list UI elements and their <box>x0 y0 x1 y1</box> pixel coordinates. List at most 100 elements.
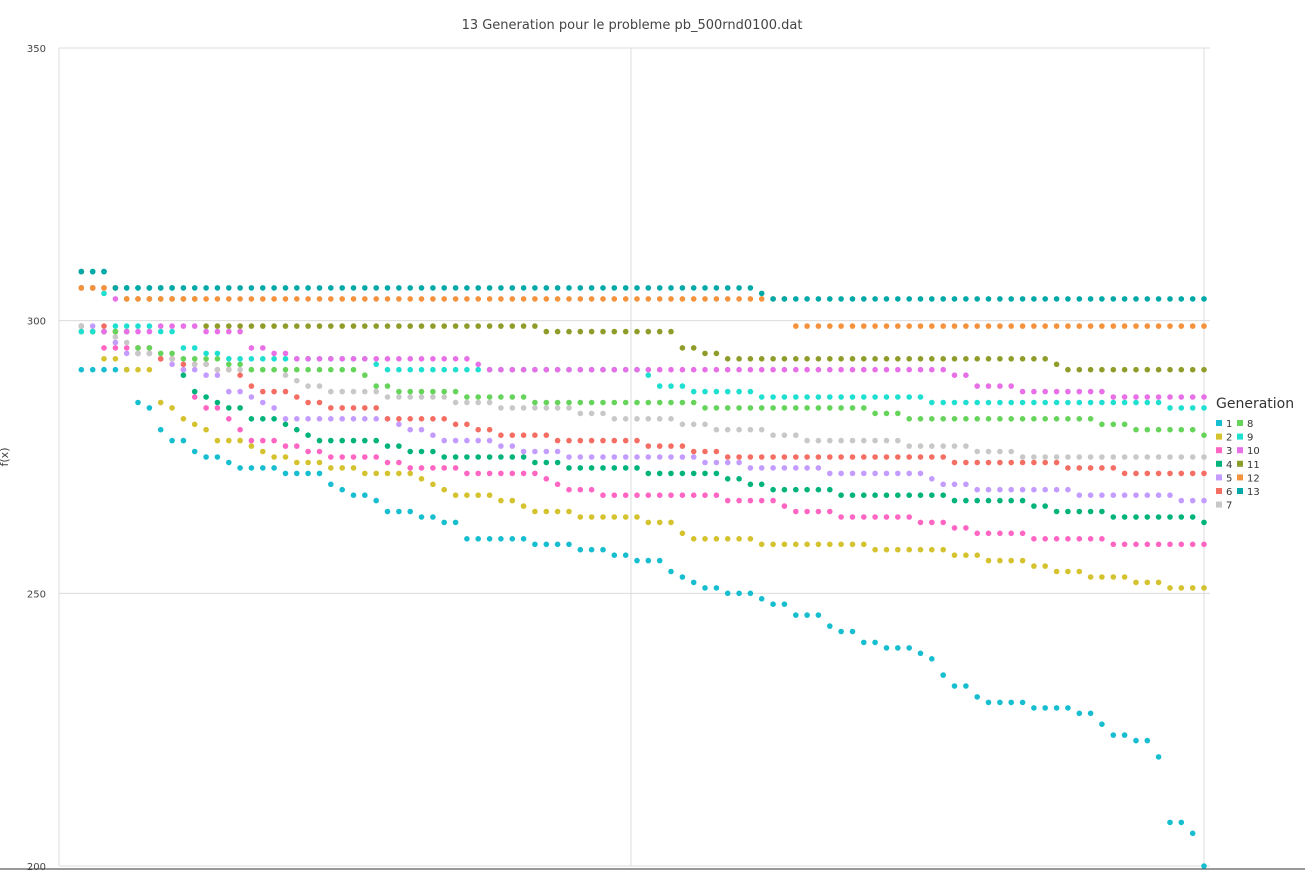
data-point <box>668 296 674 302</box>
data-point <box>1178 541 1185 548</box>
data-point <box>373 454 380 460</box>
data-point <box>929 454 935 460</box>
data-point <box>407 394 414 400</box>
data-point <box>464 470 470 477</box>
data-point <box>724 366 731 373</box>
data-point <box>929 476 935 482</box>
data-point <box>827 323 833 329</box>
data-point <box>123 323 130 329</box>
data-point <box>963 443 969 449</box>
data-point <box>1167 454 1173 460</box>
data-point <box>396 366 402 373</box>
data-point <box>260 366 266 373</box>
data-point <box>1031 388 1037 395</box>
data-point <box>815 394 822 400</box>
data-point <box>747 590 754 597</box>
data-point <box>690 421 697 428</box>
data-point <box>226 416 232 422</box>
data-point <box>282 372 289 379</box>
data-point <box>781 394 788 400</box>
data-point <box>656 296 663 302</box>
data-point <box>520 448 527 455</box>
data-point <box>758 426 765 433</box>
data-point <box>452 285 459 291</box>
data-point <box>350 437 357 444</box>
data-point <box>362 323 368 329</box>
data-point <box>89 366 96 373</box>
y-tick-label: 300 <box>27 317 46 328</box>
data-point <box>1121 470 1128 477</box>
data-point <box>248 366 255 373</box>
data-point <box>418 394 425 400</box>
data-point <box>203 296 209 302</box>
data-point <box>112 285 119 291</box>
data-point <box>963 399 969 406</box>
data-point <box>770 454 776 460</box>
data-point <box>475 437 482 444</box>
data-point <box>464 492 470 499</box>
data-point <box>827 454 833 460</box>
data-point <box>702 366 708 373</box>
data-point <box>577 465 584 471</box>
data-point <box>940 356 946 362</box>
data-point <box>509 394 516 400</box>
data-point <box>1099 454 1105 460</box>
data-point <box>827 508 833 515</box>
data-point <box>917 470 924 477</box>
data-point <box>260 416 266 422</box>
data-point <box>849 492 856 499</box>
data-point <box>793 465 799 471</box>
data-point <box>1155 323 1162 329</box>
data-point <box>872 323 878 329</box>
data-point <box>191 361 198 368</box>
data-point <box>985 323 992 329</box>
data-point <box>191 394 198 400</box>
data-point <box>611 454 618 460</box>
data-point <box>1099 323 1105 329</box>
data-point <box>532 448 538 455</box>
data-point <box>237 285 243 291</box>
data-point <box>1110 421 1117 428</box>
data-point <box>396 323 402 329</box>
data-point <box>1065 465 1071 471</box>
data-point <box>271 285 277 291</box>
data-point <box>804 356 810 362</box>
data-point <box>509 405 516 411</box>
data-point <box>566 285 572 291</box>
data-point <box>452 399 459 406</box>
data-point <box>815 465 822 471</box>
data-point <box>203 328 209 335</box>
data-point <box>951 459 958 466</box>
data-point <box>407 285 414 291</box>
data-point <box>362 437 368 444</box>
data-point <box>1121 732 1128 738</box>
data-point <box>520 394 527 400</box>
data-point <box>101 323 107 329</box>
data-point <box>1042 503 1048 509</box>
data-point <box>373 388 380 395</box>
data-point <box>384 356 391 362</box>
data-point <box>917 454 924 460</box>
data-point <box>441 296 448 302</box>
data-point <box>974 486 980 493</box>
data-point <box>929 323 935 329</box>
data-point <box>509 366 516 373</box>
data-point <box>838 514 844 520</box>
data-point <box>452 323 459 329</box>
data-point <box>1178 454 1185 460</box>
data-point <box>963 459 969 466</box>
data-point <box>452 421 459 428</box>
data-point <box>770 497 776 504</box>
data-point <box>849 394 856 400</box>
data-point <box>793 612 799 618</box>
data-point <box>1121 541 1128 548</box>
data-point <box>1019 699 1026 706</box>
data-point <box>1019 399 1026 406</box>
data-point <box>747 296 754 302</box>
data-point <box>611 437 618 444</box>
data-point <box>226 459 232 466</box>
data-point <box>827 437 833 444</box>
data-point <box>577 514 584 520</box>
data-point <box>328 454 334 460</box>
data-point <box>543 459 550 466</box>
